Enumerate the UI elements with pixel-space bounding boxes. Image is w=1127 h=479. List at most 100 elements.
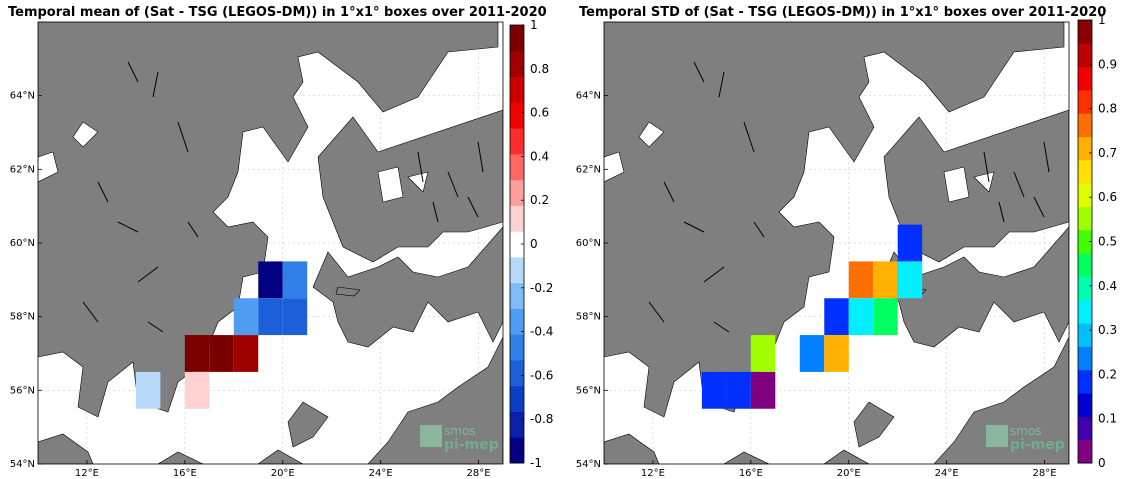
heatmap-cell bbox=[750, 335, 776, 372]
left-map bbox=[38, 22, 503, 464]
colorbar-tick-label: 0.4 bbox=[1098, 279, 1117, 293]
colorbar-tick-label: 1 bbox=[530, 18, 538, 32]
left-logo-line1: smos bbox=[444, 424, 476, 438]
heatmap-cell bbox=[873, 298, 898, 336]
colorbar-segment bbox=[1078, 183, 1092, 208]
right-logo-line2: pi-mep bbox=[1010, 437, 1065, 453]
heatmap-cell bbox=[233, 298, 259, 336]
colorbar-segment bbox=[1078, 323, 1092, 347]
colorbar-tick-label: 0.7 bbox=[1098, 146, 1117, 160]
heatmap-cell bbox=[799, 335, 825, 372]
heatmap-cell bbox=[824, 298, 849, 336]
right-chart-title: Temporal STD of (Sat - TSG (LEGOS-DM)) i… bbox=[579, 5, 1106, 20]
heatmap-cell bbox=[258, 261, 283, 299]
colorbar-segment bbox=[510, 76, 524, 103]
colorbar-tick-label: 0.8 bbox=[530, 62, 549, 76]
right-logo-icon bbox=[986, 425, 1008, 447]
heatmap-cell bbox=[848, 261, 874, 299]
heatmap-cell bbox=[750, 371, 776, 409]
colorbar-segment bbox=[1078, 416, 1092, 441]
colorbar-segment bbox=[510, 102, 524, 129]
heatmap-cell bbox=[824, 335, 849, 372]
colorbar-segment bbox=[510, 385, 524, 412]
colorbar-tick-label: 0.2 bbox=[530, 193, 549, 207]
colorbar-tick-label: -0.8 bbox=[530, 412, 553, 426]
left-logo-icon bbox=[420, 425, 442, 447]
colorbar-segment bbox=[1078, 66, 1092, 91]
colorbar-tick-label: 0.9 bbox=[1098, 57, 1117, 71]
heatmap-cell bbox=[282, 298, 308, 336]
colorbar-segment bbox=[510, 179, 524, 206]
x-tick-label: 16°E bbox=[739, 468, 763, 479]
heatmap-cell bbox=[184, 335, 210, 372]
colorbar-segment bbox=[1078, 113, 1092, 138]
heatmap-cell bbox=[726, 371, 751, 409]
x-tick-label: 16°E bbox=[173, 468, 197, 479]
right-colorbar: 0 0.1 0.2 0.3 0.4 0.5 0.6 0.7 0.8 0.9 1 bbox=[1077, 13, 1117, 470]
heatmap-cell bbox=[184, 371, 210, 409]
left-lakes bbox=[82, 61, 484, 333]
x-tick-label: 20°E bbox=[837, 468, 861, 479]
right-logo: smos pi-mep bbox=[986, 424, 1065, 453]
colorbar-segment bbox=[1078, 89, 1092, 114]
y-tick-label: 54°N bbox=[576, 459, 601, 470]
heatmap-cell bbox=[873, 261, 898, 299]
y-tick-label: 54°N bbox=[10, 459, 35, 470]
y-tick-label: 58°N bbox=[10, 312, 35, 323]
left-colorbar: -1 -0.8 -0.6 -0.4 -0.2 0 0.2 0.4 0.6 0.8 1 bbox=[509, 18, 553, 470]
x-tick-label: 12°E bbox=[641, 468, 665, 479]
colorbar-tick-label: 0.1 bbox=[1098, 412, 1117, 426]
heatmap-cell bbox=[848, 298, 874, 336]
y-tick-label: 58°N bbox=[576, 312, 601, 323]
x-tick-label: 24°E bbox=[935, 468, 959, 479]
right-lakes bbox=[648, 61, 1050, 333]
colorbar-tick-label: 0 bbox=[530, 237, 538, 251]
heatmap-cell bbox=[897, 261, 923, 299]
x-tick-label: 12°E bbox=[75, 468, 99, 479]
colorbar-segment bbox=[510, 308, 524, 335]
colorbar-tick-label: 0.6 bbox=[1098, 190, 1117, 204]
heatmap-cell bbox=[135, 371, 161, 409]
x-tick-label: 28°E bbox=[1033, 468, 1057, 479]
colorbar-segment bbox=[1078, 276, 1092, 301]
x-tick-label: 20°E bbox=[271, 468, 295, 479]
heatmap-cell bbox=[258, 298, 283, 336]
left-land bbox=[38, 22, 503, 464]
heatmap-cell bbox=[209, 335, 234, 372]
y-tick-label: 60°N bbox=[576, 238, 601, 249]
colorbar-segment bbox=[510, 231, 524, 258]
colorbar-segment bbox=[1078, 346, 1092, 371]
x-tick-label: 28°E bbox=[467, 468, 491, 479]
colorbar-segment bbox=[510, 50, 524, 78]
right-map bbox=[604, 22, 1069, 464]
colorbar-segment bbox=[510, 128, 524, 155]
heatmap-cell bbox=[282, 261, 308, 299]
colorbar-segment bbox=[1078, 206, 1092, 231]
colorbar-segment bbox=[1078, 43, 1092, 68]
colorbar-segment bbox=[510, 282, 524, 309]
colorbar-segment bbox=[1078, 369, 1092, 394]
left-logo: smos pi-mep bbox=[420, 424, 499, 453]
colorbar-segment bbox=[1078, 229, 1092, 254]
colorbar-segment bbox=[1078, 136, 1092, 161]
left-cells bbox=[135, 261, 308, 409]
colorbar-segment bbox=[510, 153, 524, 181]
y-tick-label: 62°N bbox=[10, 164, 35, 175]
colorbar-tick-label: -0.4 bbox=[530, 325, 553, 339]
colorbar-segment bbox=[510, 437, 524, 464]
colorbar-tick-label: -0.2 bbox=[530, 281, 553, 295]
colorbar-segment bbox=[510, 256, 524, 284]
x-tick-label: 24°E bbox=[369, 468, 393, 479]
left-ticks: 12°E 16°E 20°E 24°E 28°E 54°N 56°N 58°N 60°N 62°N… bbox=[10, 91, 491, 479]
y-tick-label: 62°N bbox=[576, 164, 601, 175]
heatmap-cell bbox=[701, 371, 727, 409]
left-chart-title: Temporal mean of (Sat - TSG (LEGOS-DM)) … bbox=[8, 5, 547, 20]
colorbar-segment bbox=[510, 411, 524, 438]
colorbar-tick-label: 0.4 bbox=[530, 149, 549, 163]
colorbar-tick-label: 0 bbox=[1098, 456, 1106, 470]
colorbar-segment bbox=[510, 334, 524, 361]
y-tick-label: 64°N bbox=[10, 91, 35, 102]
colorbar-tick-label: 1 bbox=[1098, 13, 1106, 27]
right-cells bbox=[701, 224, 923, 409]
